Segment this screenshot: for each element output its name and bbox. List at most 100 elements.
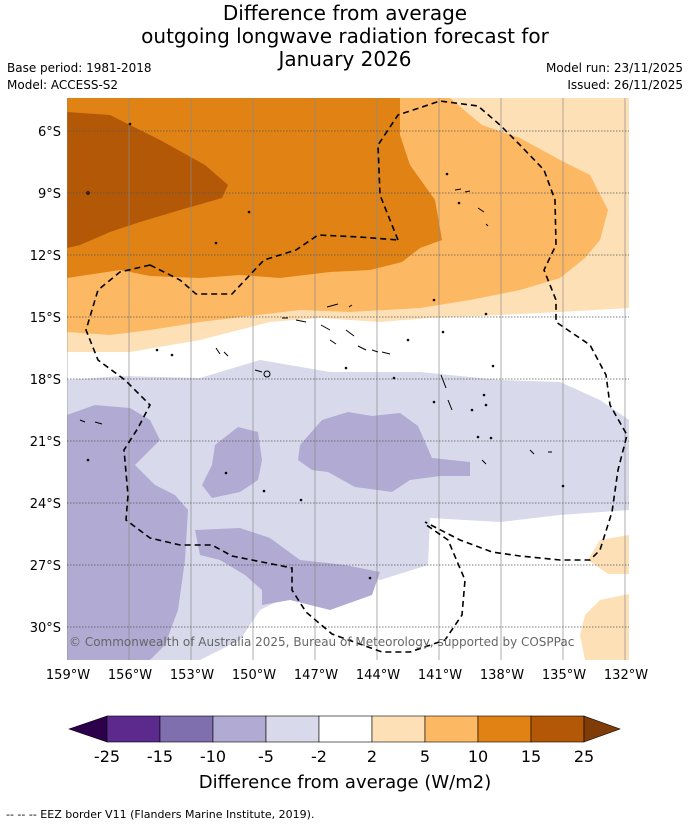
island-30: [489, 436, 493, 440]
island-25: [432, 400, 436, 404]
island-28: [470, 408, 474, 412]
tick-minus-25: -25: [94, 747, 120, 766]
anomaly-field: [67, 98, 629, 660]
island-23: [491, 364, 495, 368]
tick-10: 10: [468, 747, 488, 766]
island-5: [445, 172, 449, 176]
island-7: [477, 207, 489, 227]
colorbar-segment-9: [530, 715, 585, 743]
forecast-map: © Commonwealth of Australia 2025, Bureau…: [30, 98, 648, 793]
colorbar-segment-5: [318, 715, 373, 743]
lon-label-144w: 144°W: [356, 668, 400, 683]
island-13: [441, 330, 445, 334]
colorbar-segment-1: [106, 715, 161, 743]
tick-minus-10: -10: [200, 747, 226, 766]
colorbar-under: [68, 715, 108, 743]
lon-label-141w: 141°W: [418, 668, 462, 683]
island-33: [561, 484, 565, 488]
colorbar: [68, 715, 621, 743]
field-light-purple-central: [298, 412, 470, 492]
island-24: [440, 374, 453, 411]
lat-label-27s: 27°S: [30, 559, 61, 574]
island-12: [484, 312, 488, 316]
colorbar-segment-6: [371, 715, 426, 743]
title-line-2: outgoing longwave radiation forecast for: [141, 24, 549, 48]
island-38: [79, 419, 103, 425]
island-36: [299, 498, 303, 502]
lat-label-18s: 18°S: [30, 373, 61, 388]
tick-5: 5: [420, 747, 430, 766]
lon-label-132w: 132°W: [604, 668, 648, 683]
islands: [79, 122, 565, 580]
lat-label-21s: 21°S: [30, 435, 61, 450]
title-line-3: January 2026: [278, 47, 412, 71]
model-name: Model: ACCESS-S2: [7, 78, 119, 92]
field-brown: [67, 112, 228, 248]
tick-25: 25: [574, 747, 594, 766]
lon-labels: 159°W 156°W 153°W 150°W 147°W 144°W 141°…: [46, 668, 648, 683]
island-20: [344, 366, 348, 370]
colorbar-segment-8: [477, 715, 532, 743]
colorbar-ticks: -25 -15 -10 -5 -2 2 5 10 15 25: [94, 747, 594, 766]
island-17: [155, 348, 159, 352]
island-9: [326, 303, 353, 308]
island-22: [406, 338, 410, 342]
eez-cook-link: [149, 234, 399, 295]
eez-borders: [85, 100, 628, 653]
island-11: [432, 298, 436, 302]
island-8: [457, 201, 461, 205]
map-title: Difference from average outgoing longwav…: [0, 2, 690, 71]
lat-labels: 6°S 9°S 12°S 15°S 18°S 21°S 24°S 27°S 30…: [30, 125, 61, 636]
colorbar-segment-2: [159, 715, 214, 743]
field-peach-se1: [588, 535, 629, 574]
field-light-purple-150w: [202, 427, 262, 498]
lat-gridlines: [67, 130, 629, 628]
island-29: [476, 435, 480, 439]
lat-label-30s: 30°S: [30, 621, 61, 636]
tick-minus-5: -5: [258, 747, 274, 766]
title-line-1: Difference from average: [222, 1, 468, 25]
eez-footer-note: -- -- -- EEZ border V11 (Flanders Marine…: [6, 808, 315, 821]
lat-label-24s: 24°S: [30, 497, 61, 512]
model-run: Model run: 23/11/2025: [545, 61, 683, 75]
island-35: [262, 489, 266, 493]
base-period: Base period: 1981-2018: [7, 61, 152, 75]
colorbar-segment-7: [424, 715, 479, 743]
island-19: [263, 370, 271, 378]
island-16: [170, 353, 174, 357]
island-6: [454, 188, 471, 193]
island-32: [481, 459, 487, 465]
island-4: [214, 241, 218, 245]
colorbar-label: Difference from average (W/m2): [199, 772, 491, 793]
field-light-purple-west: [67, 405, 188, 660]
island-31: [529, 449, 552, 455]
eez-cook-islands: [85, 264, 466, 653]
island-27: [484, 403, 488, 407]
eez-french-polynesia: [377, 100, 628, 561]
lat-label-6s: 6°S: [38, 125, 61, 140]
island-34: [224, 471, 228, 475]
colorbar-over: [583, 715, 621, 743]
tick-2: 2: [367, 747, 377, 766]
lon-label-147w: 147°W: [294, 668, 338, 683]
island-37: [86, 458, 90, 462]
field-lavender: [67, 360, 629, 660]
lat-label-12s: 12°S: [30, 249, 61, 264]
island-14: [329, 339, 391, 355]
lon-label-138w: 138°W: [480, 668, 524, 683]
lat-label-15s: 15°S: [30, 311, 61, 326]
island-26: [482, 393, 486, 397]
lon-label-153w: 153°W: [170, 668, 214, 683]
tick-minus-2: -2: [311, 747, 327, 766]
island-39: [368, 576, 372, 580]
field-light-purple-south: [195, 528, 380, 610]
island-21: [392, 376, 396, 380]
lon-label-150w: 150°W: [232, 668, 276, 683]
island-2: [128, 122, 132, 126]
lat-label-9s: 9°S: [38, 187, 61, 202]
lon-label-135w: 135°W: [542, 668, 586, 683]
meta-right: Model run: 23/11/2025 Issued: 26/11/2025: [546, 60, 683, 94]
island-18: [254, 369, 263, 373]
colorbar-segment-3: [212, 715, 267, 743]
lon-label-159w: 159°W: [46, 668, 90, 683]
